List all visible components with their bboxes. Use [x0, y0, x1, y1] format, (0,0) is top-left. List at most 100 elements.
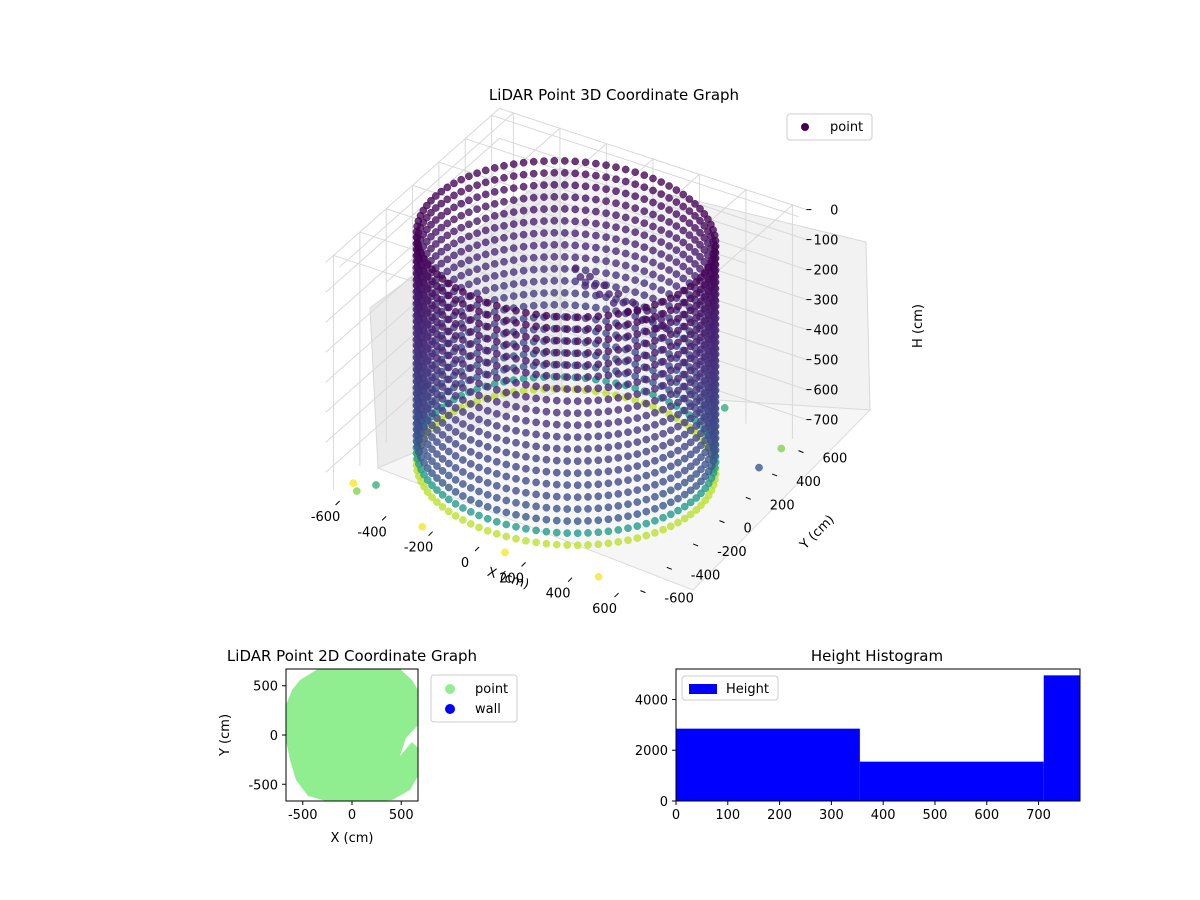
data-point-3d	[483, 502, 492, 511]
data-point-3d	[459, 324, 467, 332]
data-point-3d	[680, 394, 689, 403]
data-point-3d	[450, 203, 458, 212]
data-point-3d	[553, 456, 561, 465]
data-point-3d	[604, 395, 613, 404]
data-point-3d	[509, 256, 518, 264]
data-point-3d	[423, 416, 432, 424]
data-point-3d	[540, 301, 548, 309]
data-point-3d	[459, 396, 467, 404]
data-point-3d	[612, 223, 620, 231]
data-point-3d	[451, 464, 460, 472]
data-point-3d	[433, 306, 441, 314]
histogram-x-tick-label: 100	[715, 808, 740, 823]
data-point-3d	[500, 209, 508, 218]
y-tick-mark-3d	[745, 496, 751, 500]
data-point-3d	[679, 274, 688, 283]
data-point-3d	[428, 313, 436, 322]
data-point-3d	[475, 403, 483, 412]
data-point-3d	[692, 506, 701, 514]
data-point-3d	[481, 202, 490, 211]
data-point-3d	[640, 291, 649, 300]
data-point-3d	[612, 247, 620, 255]
data-point-3d	[697, 393, 705, 402]
data-point-3d	[438, 383, 447, 391]
data-point-3d	[581, 282, 590, 290]
data-point-3d	[444, 423, 453, 432]
data-point-3d	[584, 409, 592, 417]
data-point-3d	[642, 423, 651, 432]
data-point-3d	[692, 470, 701, 478]
data-point-3d	[423, 368, 432, 376]
scatter-2d-area	[286, 669, 418, 801]
data-point-3d	[529, 253, 538, 262]
histogram-bar	[1043, 675, 1080, 801]
data-point-3d	[624, 524, 632, 533]
data-point-3d	[466, 508, 475, 516]
data-point-3d	[553, 408, 561, 417]
data-point-3d	[561, 241, 569, 249]
data-point-3d	[450, 191, 458, 200]
data-point-3d	[420, 350, 428, 359]
data-point-3d	[428, 349, 436, 358]
data-point-3d	[423, 404, 432, 412]
data-point-3d	[420, 374, 428, 383]
data-point-3d	[674, 446, 682, 455]
data-point-3d	[649, 186, 657, 195]
data-point-3d	[672, 222, 681, 230]
data-point-3d	[466, 340, 475, 348]
data-point-3d	[592, 267, 600, 276]
data-point-3d	[697, 477, 705, 486]
data-point-3d	[563, 337, 572, 345]
data-point-3d	[500, 293, 508, 302]
data-point-3d	[691, 200, 699, 208]
data-point-3d	[428, 361, 436, 370]
data-point-3d	[649, 210, 657, 219]
data-point-3d	[444, 291, 453, 300]
z-tick-label-3d: 700	[814, 414, 839, 429]
data-point-3d	[631, 216, 640, 224]
histogram-x-tick-label: 600	[974, 808, 999, 823]
data-point-3d	[475, 319, 483, 328]
data-point-3d	[444, 447, 453, 456]
data-point-3d	[604, 515, 613, 524]
data-point-3d	[428, 325, 436, 334]
data-point-3d	[451, 368, 460, 376]
data-point-3d	[696, 204, 704, 213]
data-point-3d	[509, 244, 518, 252]
data-point-3d	[457, 211, 466, 220]
data-point-3d	[604, 347, 613, 356]
data-point-3d	[481, 286, 490, 295]
data-point-3d	[423, 380, 432, 388]
data-point-3d	[720, 404, 729, 412]
data-point-3d	[428, 421, 436, 430]
data-point-3d	[672, 270, 681, 278]
data-point-3d	[674, 374, 682, 383]
data-point-3d	[473, 265, 481, 274]
data-point-3d	[500, 173, 508, 182]
data-point-3d	[573, 469, 582, 478]
data-point-3d	[459, 456, 467, 464]
data-point-3d	[451, 284, 460, 292]
data-point-3d	[659, 393, 667, 402]
data-point-3d	[550, 204, 559, 213]
data-point-3d	[519, 218, 528, 227]
y-tick-label-3d: 200	[770, 498, 795, 513]
data-point-3d	[667, 342, 675, 351]
data-point-3d	[438, 395, 447, 403]
data-point-3d	[592, 243, 600, 252]
data-point-3d	[697, 381, 705, 390]
data-point-3d	[500, 257, 508, 266]
data-point-3d	[466, 448, 475, 456]
data-point-3d	[642, 471, 651, 480]
data-point-3d	[553, 324, 561, 333]
data-point-3d	[512, 523, 520, 531]
data-point-3d	[450, 263, 458, 272]
data-point-3d	[443, 267, 452, 276]
data-point-3d	[444, 471, 453, 480]
data-point-3d	[667, 378, 675, 387]
points-3d	[349, 156, 786, 581]
data-point-3d	[612, 187, 620, 195]
data-point-3d	[444, 375, 453, 384]
data-point-3d	[701, 280, 710, 289]
data-point-3d	[500, 269, 508, 278]
